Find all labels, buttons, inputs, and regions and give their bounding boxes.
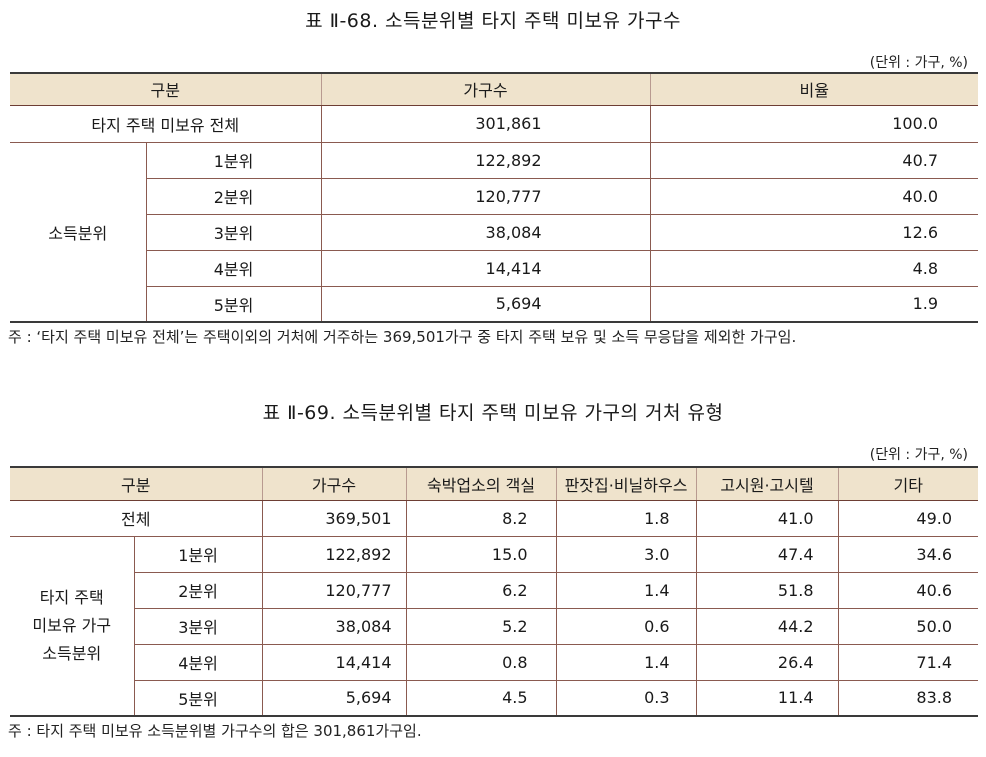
total-value: 369,501	[261, 500, 407, 537]
row-label: 3분위	[146, 214, 322, 251]
row-value: 15.0	[405, 536, 557, 573]
row-value: 0.6	[555, 608, 697, 645]
row-ratio: 1.9	[649, 286, 979, 323]
row-value: 83.8	[837, 680, 979, 717]
row-label: 2분위	[146, 178, 322, 215]
table1-note: 주 : ‘타지 주택 미보유 전체’는 주택이외의 거처에 거주하는 369,5…	[8, 328, 797, 346]
table1: 구분 가구수 비율 타지 주택 미보유 전체 301,861 100.0 소득분…	[10, 72, 979, 323]
row-value: 6.2	[405, 572, 557, 609]
row-count: 38,084	[320, 214, 651, 251]
row-value: 5.2	[405, 608, 557, 645]
table2-header-lodging: 숙박업소의 객실	[405, 466, 557, 501]
total-label: 전체	[10, 500, 263, 537]
table-row: 3분위 38,084 12.6	[10, 214, 979, 251]
table-row: 3분위 38,084 5.2 0.6 44.2 50.0	[10, 608, 979, 645]
row-ratio: 12.6	[649, 214, 979, 251]
total-value: 49.0	[837, 500, 979, 537]
table1-header-ratio: 비율	[649, 72, 979, 106]
row-count: 5,694	[320, 286, 651, 323]
row-count: 14,414	[320, 250, 651, 287]
group-label-line: 미보유 가구	[32, 615, 112, 635]
row-ratio: 40.0	[649, 178, 979, 215]
row-value: 5,694	[261, 680, 407, 717]
row-label: 2분위	[134, 572, 263, 609]
table2-unit: (단위 : 가구, %)	[869, 447, 968, 463]
row-value: 26.4	[695, 644, 839, 681]
table2-header-shack: 판잣집·비닐하우스	[555, 466, 697, 501]
row-ratio: 4.8	[649, 250, 979, 287]
row-value: 0.8	[405, 644, 557, 681]
table-row: 5분위 5,694 1.9	[10, 286, 979, 323]
table2-header-gosiwon: 고시원·고시텔	[695, 466, 839, 501]
table1-unit: (단위 : 가구, %)	[869, 55, 968, 71]
total-label: 타지 주택 미보유 전체	[10, 105, 322, 143]
row-value: 71.4	[837, 644, 979, 681]
row-value: 47.4	[695, 536, 839, 573]
total-ratio: 100.0	[649, 105, 979, 143]
row-label: 3분위	[134, 608, 263, 645]
table-row: 타지 주택 미보유 전체 301,861 100.0	[10, 105, 979, 143]
row-value: 4.5	[405, 680, 557, 717]
row-label: 4분위	[146, 250, 322, 287]
row-label: 5분위	[134, 680, 263, 717]
row-value: 3.0	[555, 536, 697, 573]
table1-title: 표 Ⅱ-68. 소득분위별 타지 주택 미보유 가구수	[305, 10, 681, 32]
row-value: 1.4	[555, 572, 697, 609]
row-value: 50.0	[837, 608, 979, 645]
row-count: 122,892	[320, 142, 651, 179]
row-label: 4분위	[134, 644, 263, 681]
row-ratio: 40.7	[649, 142, 979, 179]
row-value: 51.8	[695, 572, 839, 609]
table-row: 전체 369,501 8.2 1.8 41.0 49.0	[10, 500, 979, 537]
row-label: 1분위	[133, 536, 263, 573]
row-value: 120,777	[261, 572, 407, 609]
table2-title: 표 Ⅱ-69. 소득분위별 타지 주택 미보유 가구의 거처 유형	[262, 402, 724, 424]
row-label: 1분위	[145, 142, 322, 179]
total-value: 1.8	[555, 500, 697, 537]
table2: 구분 가구수 숙박업소의 객실 판잣집·비닐하우스 고시원·고시텔 기타 전체 …	[10, 466, 979, 717]
table-row: 4분위 14,414 0.8 1.4 26.4 71.4	[10, 644, 979, 681]
table2-note: 주 : 타지 주택 미보유 소득분위별 가구수의 합은 301,861가구임.	[8, 722, 422, 740]
group-label-line: 소득분위	[42, 643, 102, 663]
table1-header-category: 구분	[10, 72, 322, 106]
row-value: 38,084	[261, 608, 407, 645]
row-value: 1.4	[555, 644, 697, 681]
table1-header-count: 가구수	[320, 72, 651, 106]
row-value: 0.3	[555, 680, 697, 717]
row-value: 40.6	[837, 572, 979, 609]
row-value: 122,892	[261, 536, 407, 573]
table2-header-category: 구분	[10, 466, 263, 501]
row-count: 120,777	[320, 178, 651, 215]
table-row: 타지 주택 미보유 가구 소득분위 1분위 122,892 15.0 3.0 4…	[10, 536, 979, 717]
table-row: 4분위 14,414 4.8	[10, 250, 979, 287]
row-value: 44.2	[695, 608, 839, 645]
row-label: 5분위	[146, 286, 322, 323]
row-value: 11.4	[695, 680, 839, 717]
row-value: 34.6	[837, 536, 979, 573]
total-value: 8.2	[405, 500, 557, 537]
table-row: 2분위 120,777 40.0	[10, 178, 979, 215]
row-value: 14,414	[261, 644, 407, 681]
table-row: 5분위 5,694 4.5 0.3 11.4 83.8	[10, 680, 979, 717]
group-label: 타지 주택 미보유 가구 소득분위	[10, 536, 135, 717]
total-count: 301,861	[320, 105, 651, 143]
table-row: 소득분위 1분위 122,892 40.7	[10, 142, 979, 323]
table2-header-count: 가구수	[261, 466, 407, 501]
group-label: 소득분위	[10, 142, 147, 323]
table2-header-other: 기타	[837, 466, 979, 501]
group-label-line: 타지 주택	[39, 587, 104, 607]
table-row: 2분위 120,777 6.2 1.4 51.8 40.6	[10, 572, 979, 609]
total-value: 41.0	[695, 500, 839, 537]
